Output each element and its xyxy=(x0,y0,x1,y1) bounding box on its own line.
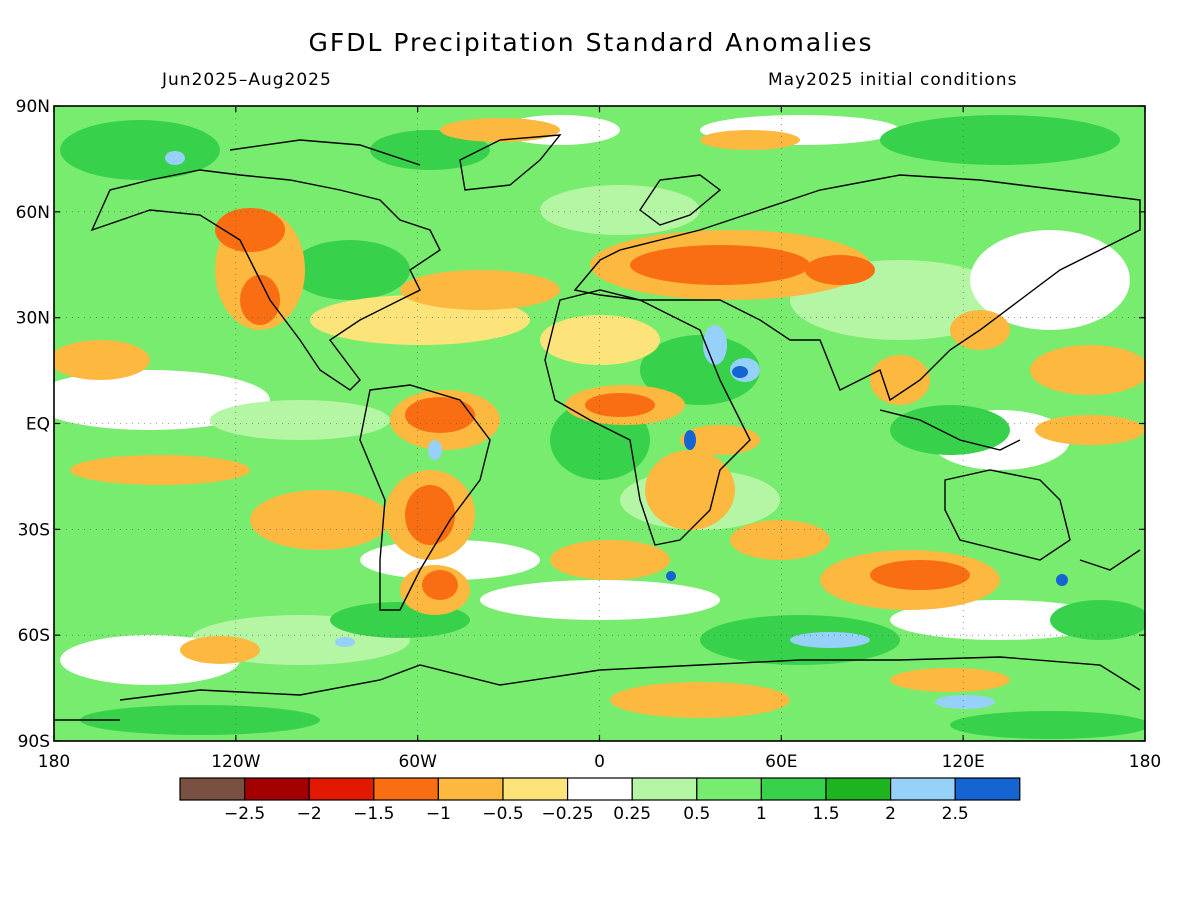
season-subtitle: Jun2025–Aug2025 xyxy=(162,70,332,90)
lon-label: 60E xyxy=(765,752,797,772)
lon-label: 180 xyxy=(1129,752,1161,772)
colorbar-swatch xyxy=(437,777,504,801)
colorbar-swatch xyxy=(308,777,375,801)
colorbar-swatch xyxy=(566,777,633,801)
colorbar-swatch xyxy=(825,777,892,801)
lat-label: 30S xyxy=(18,520,50,540)
colorbar-label: −1.5 xyxy=(353,804,394,824)
colorbar: −2.5 −2 −1.5 −1 −0.5 −0.25 0.25 0.5 1 1.5 2 2.5 xyxy=(179,777,1021,824)
colorbar-swatch xyxy=(760,777,827,801)
colorbar-label: 0.5 xyxy=(683,804,710,824)
colorbar-label: 2.5 xyxy=(942,804,969,824)
colorbar-label: 0.25 xyxy=(613,804,651,824)
lat-label: 90N xyxy=(16,97,50,117)
lat-label: EQ xyxy=(26,415,50,435)
colorbar-label: −0.5 xyxy=(482,804,523,824)
colorbar-swatch xyxy=(696,777,762,801)
colorbar-label: 1.5 xyxy=(812,804,839,824)
lon-label: 180 xyxy=(38,752,70,772)
colorbar-label: −1 xyxy=(426,804,451,824)
colorbar-swatch xyxy=(631,777,698,801)
lon-label: 120W xyxy=(211,752,260,772)
colorbar-label: 1 xyxy=(756,804,767,824)
lat-label: 60N xyxy=(16,203,50,223)
map-title: GFDL Precipitation Standard Anomalies xyxy=(308,28,874,57)
lon-label: 60W xyxy=(398,752,437,772)
lat-label: 90S xyxy=(18,732,50,752)
colorbar-swatch xyxy=(244,777,310,801)
colorbar-label: −0.25 xyxy=(542,804,594,824)
colorbar-label: −2 xyxy=(297,804,322,824)
lat-label: 30N xyxy=(16,309,50,329)
initial-conditions-subtitle: May2025 initial conditions xyxy=(768,70,1018,90)
colorbar-swatch xyxy=(889,777,956,801)
colorbar-swatch xyxy=(502,777,569,801)
colorbar-swatch xyxy=(954,777,1021,801)
lon-label: 0 xyxy=(594,752,605,772)
colorbar-swatch xyxy=(179,777,246,801)
colorbar-swatch xyxy=(373,777,439,801)
colorbar-label: 2 xyxy=(885,804,896,824)
lon-label: 120E xyxy=(942,752,985,772)
lat-label: 60S xyxy=(18,626,50,646)
colorbar-label: −2.5 xyxy=(224,804,265,824)
